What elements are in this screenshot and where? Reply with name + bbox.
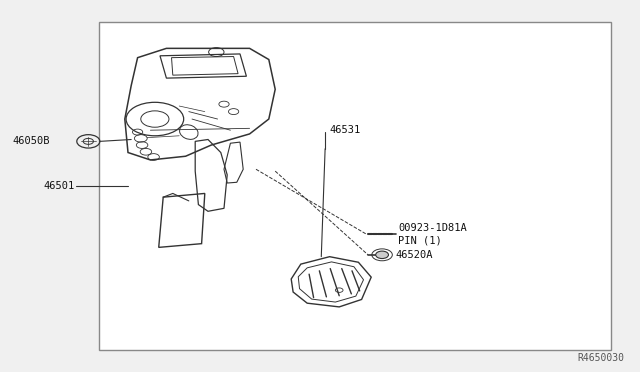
Text: R4650030: R4650030 <box>577 353 624 363</box>
Text: 46050B: 46050B <box>13 137 51 146</box>
Text: 46531: 46531 <box>330 125 361 135</box>
Text: 00923-1D81A
PIN (1): 00923-1D81A PIN (1) <box>398 223 467 246</box>
Text: 46520A: 46520A <box>396 250 433 260</box>
Bar <box>99 22 611 350</box>
Text: 46501: 46501 <box>44 181 75 191</box>
Circle shape <box>376 251 388 259</box>
